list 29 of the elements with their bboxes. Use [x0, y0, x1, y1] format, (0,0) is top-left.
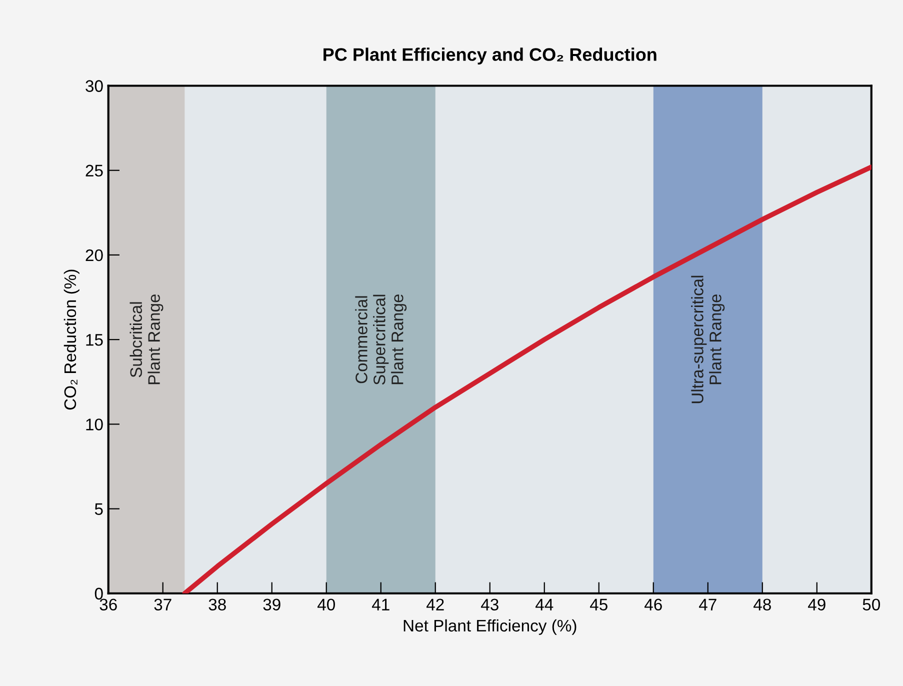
x-tick-label: 50: [862, 598, 880, 610]
x-tick-label: 45: [590, 598, 608, 610]
y-tick-label: 15: [86, 334, 103, 346]
x-tick-label: 43: [480, 598, 498, 610]
y-axis-title: CO₂ Reduction (%): [64, 270, 80, 410]
x-tick-label: 49: [808, 598, 826, 610]
x-tick-label: 48: [754, 598, 771, 610]
x-tick-label: 41: [372, 598, 390, 610]
x-tick-label: 40: [317, 598, 335, 610]
band-label: Commercial Supercritical Plant Range: [355, 294, 407, 385]
x-tick-label: 38: [208, 598, 226, 610]
y-tick-label: 0: [94, 588, 103, 600]
line-series: [182, 164, 872, 594]
x-tick-label: 36: [100, 598, 117, 610]
y-tick-label: 20: [86, 249, 103, 262]
x-tick-label: 46: [644, 598, 662, 610]
x-tick-label: 39: [263, 598, 280, 610]
x-axis-title: Net Plant Efficiency (%): [404, 619, 576, 635]
chart-title: PC Plant Efficiency and CO₂ Reduction: [324, 48, 656, 64]
y-tick-label: 10: [86, 418, 103, 430]
y-tick-label: 5: [94, 503, 103, 515]
y-tick-label: 25: [86, 164, 103, 177]
x-tick-label: 42: [426, 598, 444, 610]
x-tick-label: 47: [699, 598, 716, 610]
y-tick-label: 30: [86, 80, 103, 92]
band-label: Subcritical Plant Range: [130, 294, 164, 384]
x-tick-label: 44: [535, 598, 554, 610]
x-tick-label: 37: [154, 598, 172, 610]
band-label: Ultra-supercritical Plant Range: [691, 276, 725, 404]
